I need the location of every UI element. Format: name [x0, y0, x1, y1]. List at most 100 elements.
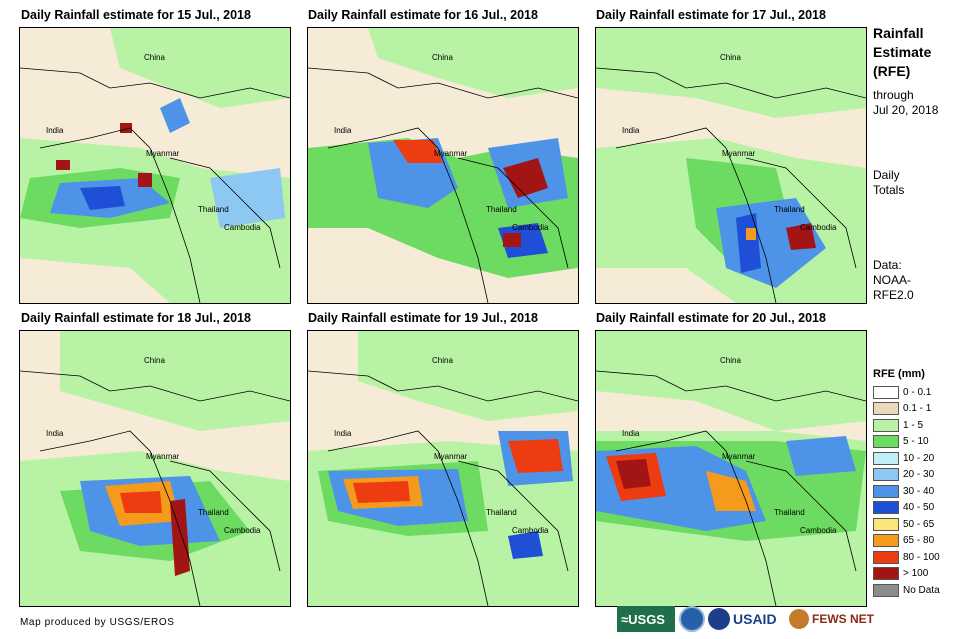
legend-label: 0.1 - 1: [903, 403, 932, 415]
panel-title-5: Daily Rainfall estimate for 19 Jul., 201…: [308, 311, 538, 325]
label-thailand: Thailand: [486, 205, 517, 214]
legend-item: 0.1 - 1: [873, 401, 940, 418]
sidebar-data-source-1: NOAA-: [873, 273, 912, 287]
sidebar-title-line3: (RFE): [873, 63, 911, 79]
rainfall-map-16-jul: China India Myanmar Thailand Cambodia: [307, 27, 579, 304]
sidebar-data-label: Data:: [873, 258, 902, 272]
label-india: India: [46, 429, 64, 438]
legend-item: 30 - 40: [873, 483, 940, 500]
legend-label: 10 - 20: [903, 452, 935, 464]
legend-label: 40 - 50: [903, 502, 935, 514]
legend-swatch: [873, 501, 899, 515]
legend-swatch: [873, 550, 899, 564]
label-cambodia: Cambodia: [800, 223, 837, 232]
rainfall-map-17-jul: China India Myanmar Thailand Cambodia: [595, 27, 867, 304]
legend-item: 5 - 10: [873, 434, 940, 451]
legend-item: No Data: [873, 582, 940, 599]
label-india: India: [334, 126, 352, 135]
legend-label: 65 - 80: [903, 535, 935, 547]
sidebar-title-line2: Estimate: [873, 44, 932, 60]
label-cambodia: Cambodia: [512, 223, 549, 232]
rainfall-map-18-jul-graphic: China India Myanmar Thailand Cambodia: [20, 331, 290, 606]
rainfall-map-19-jul: China India Myanmar Thailand Cambodia: [307, 330, 579, 607]
legend-label: 20 - 30: [903, 469, 935, 481]
legend-label: 1 - 5: [903, 419, 924, 431]
rainfall-map-18-jul: China India Myanmar Thailand Cambodia: [19, 330, 291, 607]
legend-item: 0 - 0.1: [873, 384, 940, 401]
sidebar-data-source-2: RFE2.0: [873, 288, 914, 302]
label-myanmar: Myanmar: [722, 149, 756, 158]
label-india: India: [46, 126, 64, 135]
legend-swatch: [873, 583, 899, 597]
legend-title: RFE (mm): [873, 368, 925, 380]
sidebar-through: through: [873, 88, 914, 102]
legend-label: 80 - 100: [903, 551, 940, 563]
legend-swatch: [873, 385, 899, 399]
sidebar-daily: Daily: [873, 168, 900, 182]
label-china: China: [432, 53, 453, 62]
rainfall-map-15-jul: China India Myanmar Thailand Cambodia: [19, 27, 291, 304]
rainfall-map-19-jul-graphic: China India Myanmar Thailand Cambodia: [308, 331, 578, 606]
label-cambodia: Cambodia: [800, 526, 837, 535]
panel-title-3: Daily Rainfall estimate for 17 Jul., 201…: [596, 8, 826, 22]
legend-item: > 100: [873, 566, 940, 583]
label-myanmar: Myanmar: [722, 452, 756, 461]
label-china: China: [720, 53, 741, 62]
legend-swatch: [873, 484, 899, 498]
legend-swatch: [873, 418, 899, 432]
rainfall-map-17-jul-graphic: China India Myanmar Thailand Cambodia: [596, 28, 866, 303]
noaa-logo-icon: [679, 606, 705, 632]
legend-item: 1 - 5: [873, 417, 940, 434]
sidebar-date: Jul 20, 2018: [873, 103, 939, 117]
legend-item: 65 - 80: [873, 533, 940, 550]
label-india: India: [334, 429, 352, 438]
fews-net-seal-icon: [789, 609, 809, 629]
usaid-seal-icon: [708, 608, 730, 630]
legend-item: 40 - 50: [873, 500, 940, 517]
label-india: India: [622, 126, 640, 135]
panel-title-1: Daily Rainfall estimate for 15 Jul., 201…: [21, 8, 251, 22]
panel-title-2: Daily Rainfall estimate for 16 Jul., 201…: [308, 8, 538, 22]
legend-label: 30 - 40: [903, 485, 935, 497]
rainfall-map-16-jul-graphic: China India Myanmar Thailand Cambodia: [308, 28, 578, 303]
panel-title-4: Daily Rainfall estimate for 18 Jul., 201…: [21, 311, 251, 325]
rainfall-map-20-jul-graphic: China India Myanmar Thailand Cambodia: [596, 331, 866, 606]
legend-swatch: [873, 402, 899, 416]
label-myanmar: Myanmar: [434, 452, 468, 461]
label-china: China: [720, 356, 741, 365]
legend-swatch: [873, 468, 899, 482]
legend-swatch: [873, 517, 899, 531]
label-china: China: [432, 356, 453, 365]
legend-label: > 100: [903, 568, 929, 580]
legend-item: 10 - 20: [873, 450, 940, 467]
sidebar-title-line1: Rainfall: [873, 25, 924, 41]
rainfall-map-15-jul-graphic: China India Myanmar Thailand Cambodia: [20, 28, 290, 303]
legend: 0 - 0.1 0.1 - 1 1 - 5 5 - 10 10 - 20 20 …: [873, 384, 940, 599]
legend-label: 5 - 10: [903, 436, 929, 448]
label-thailand: Thailand: [486, 508, 517, 517]
usaid-logo: USAID: [733, 611, 777, 627]
label-india: India: [622, 429, 640, 438]
label-thailand: Thailand: [774, 508, 805, 517]
label-myanmar: Myanmar: [146, 452, 180, 461]
label-myanmar: Myanmar: [146, 149, 180, 158]
usgs-logo: ≈USGS: [617, 606, 675, 632]
sidebar-totals: Totals: [873, 183, 905, 197]
legend-item: 20 - 30: [873, 467, 940, 484]
label-cambodia: Cambodia: [512, 526, 549, 535]
map-credit: Map produced by USGS/EROS: [20, 617, 175, 628]
label-cambodia: Cambodia: [224, 223, 261, 232]
panel-title-6: Daily Rainfall estimate for 20 Jul., 201…: [596, 311, 826, 325]
legend-label: 50 - 65: [903, 518, 935, 530]
label-thailand: Thailand: [774, 205, 805, 214]
legend-label: No Data: [903, 584, 940, 596]
legend-swatch: [873, 435, 899, 449]
legend-label: 0 - 0.1: [903, 386, 932, 398]
rainfall-map-20-jul: China India Myanmar Thailand Cambodia: [595, 330, 867, 607]
fews-net-logo: FEWS NET: [789, 606, 874, 632]
label-thailand: Thailand: [198, 508, 229, 517]
fews-net-text: FEWS NET: [812, 612, 874, 626]
label-thailand: Thailand: [198, 205, 229, 214]
label-china: China: [144, 53, 165, 62]
legend-item: 80 - 100: [873, 549, 940, 566]
